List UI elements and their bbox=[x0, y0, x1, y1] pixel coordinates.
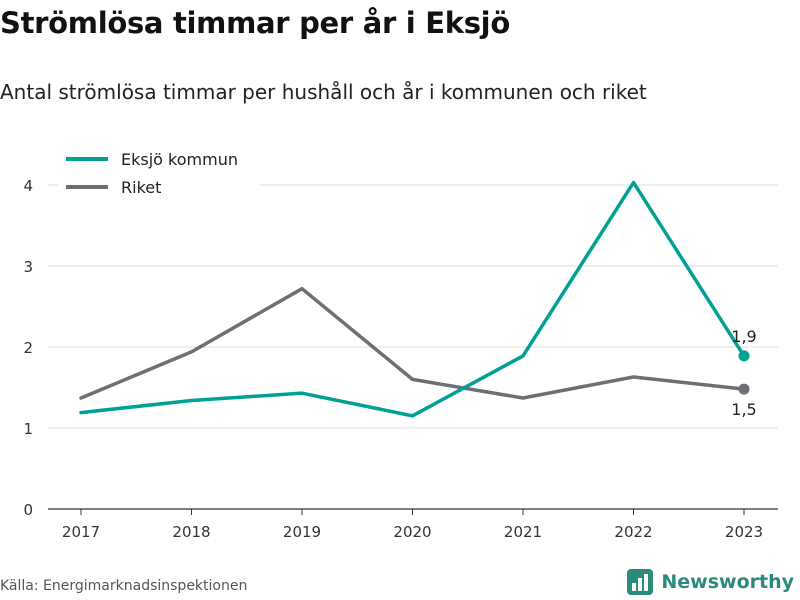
legend-label: Riket bbox=[121, 178, 161, 197]
end-label-eksjo: 1,9 bbox=[731, 327, 756, 346]
line-chart: 0 1 2 3 4 2017 2018 2019 2020 2021 2022 2023 1,9 1,5… bbox=[23, 147, 778, 541]
y-tick-label: 0 bbox=[23, 501, 33, 519]
y-tick-label: 2 bbox=[23, 339, 33, 357]
chart-subtitle: Antal strömlösa timmar per hushåll och å… bbox=[0, 80, 647, 104]
x-tick-label: 2019 bbox=[283, 523, 321, 541]
source-note: Källa: Energimarknadsinspektionen bbox=[0, 578, 248, 594]
series-line-eksjo bbox=[79, 180, 746, 418]
series-end-point-riket bbox=[738, 383, 750, 395]
chart-title: Strömlösa timmar per år i Eksjö bbox=[0, 6, 510, 40]
axes: 0 1 2 3 4 2017 2018 2019 2020 2021 2022 2023 bbox=[23, 177, 778, 541]
legend-background bbox=[58, 147, 260, 205]
end-label-riket: 1,5 bbox=[731, 400, 756, 419]
x-tick-label: 2021 bbox=[504, 523, 542, 541]
series-end-point-eksjo bbox=[738, 350, 750, 362]
y-tick-label: 1 bbox=[23, 420, 33, 438]
brand-logo[interactable]: Newsworthy bbox=[627, 569, 794, 595]
grid-lines bbox=[48, 184, 778, 429]
legend-label: Eksjö kommun bbox=[121, 150, 238, 169]
y-tick-label: 3 bbox=[23, 258, 33, 276]
x-tick-label: 2023 bbox=[725, 523, 763, 541]
x-tick-label: 2018 bbox=[172, 523, 210, 541]
y-tick-label: 4 bbox=[23, 177, 33, 195]
x-tick-label: 2020 bbox=[393, 523, 431, 541]
x-tick-label: 2017 bbox=[62, 523, 100, 541]
x-tick-label: 2022 bbox=[614, 523, 652, 541]
series-line-riket bbox=[79, 286, 746, 400]
brand-name: Newsworthy bbox=[661, 571, 794, 593]
series: 1,9 1,5 bbox=[79, 180, 757, 419]
bar-chart-logo-icon bbox=[627, 569, 654, 595]
legend: Eksjö kommun Riket bbox=[58, 147, 260, 205]
